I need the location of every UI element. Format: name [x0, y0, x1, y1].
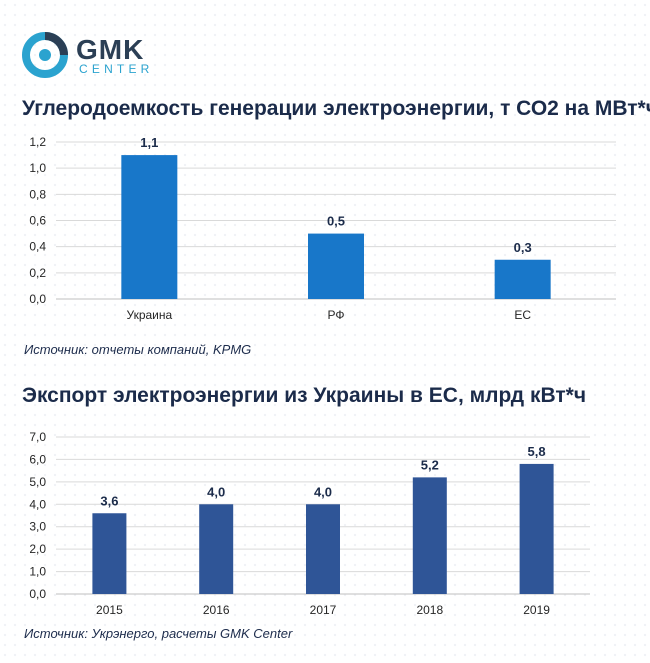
y-tick-label: 7,0	[29, 430, 46, 444]
y-tick-label: 1,0	[29, 565, 46, 579]
chart1-source: Источник: отчеты компаний, KPMG	[24, 342, 252, 357]
y-tick-label: 0,0	[29, 587, 46, 601]
logo-subtitle: CENTER	[79, 62, 154, 76]
x-tick-label: 2019	[523, 603, 550, 617]
y-tick-label: 5,0	[29, 475, 46, 489]
data-label: 1,1	[140, 135, 158, 150]
data-label: 5,2	[421, 457, 439, 472]
bar	[306, 504, 340, 594]
data-label: 4,0	[314, 484, 332, 499]
data-label: 0,5	[327, 214, 345, 229]
y-tick-label: 0,8	[29, 187, 46, 201]
x-tick-label: ЕС	[514, 308, 531, 322]
data-label: 3,6	[100, 493, 118, 508]
x-tick-label: 2017	[310, 603, 337, 617]
y-tick-label: 4,0	[29, 497, 46, 511]
y-tick-label: 0,2	[29, 266, 46, 280]
y-tick-label: 0,4	[29, 240, 46, 254]
bar	[412, 477, 447, 594]
chart2-electricity-export: 0,0 1,0 2,0 3,0 4,0 5,0 6,0 7,0 3,6 2015 4,0 2016 4,…	[29, 430, 590, 617]
chart2-source: Источник: Укрэнерго, расчеты GMK Center	[24, 626, 293, 641]
y-tick-label: 0,0	[29, 292, 46, 306]
logo-ring-icon	[22, 32, 68, 78]
chart1-carbon-intensity: 0,0 0,2 0,4 0,6 0,8 1,0 1,2 1,1 Украина 0,5 РФ 0,3 Е…	[29, 135, 616, 322]
data-label: 0,3	[514, 240, 532, 255]
y-tick-label: 6,0	[29, 452, 46, 466]
y-tick-label: 0,6	[29, 214, 46, 228]
bar	[199, 504, 234, 594]
bar	[92, 513, 127, 594]
y-tick-label: 2,0	[29, 542, 46, 556]
bar	[121, 155, 178, 299]
bar	[308, 233, 364, 299]
bar	[519, 463, 554, 594]
chart1-title: Углеродоемкость генерации электроэнергии…	[22, 97, 650, 120]
bar	[494, 259, 551, 299]
x-tick-label: Украина	[126, 308, 172, 322]
x-tick-label: 2016	[203, 603, 230, 617]
y-tick-label: 1,2	[29, 135, 46, 149]
y-tick-label: 1,0	[29, 161, 46, 175]
x-tick-label: РФ	[328, 308, 345, 322]
logo-name: GMK	[76, 34, 145, 65]
x-tick-label: 2015	[96, 603, 123, 617]
x-tick-label: 2018	[416, 603, 443, 617]
data-label: 5,8	[528, 444, 546, 459]
data-label: 4,0	[207, 484, 225, 499]
y-tick-label: 3,0	[29, 520, 46, 534]
chart2-title: Экспорт электроэнергии из Украины в ЕС, …	[22, 384, 587, 407]
